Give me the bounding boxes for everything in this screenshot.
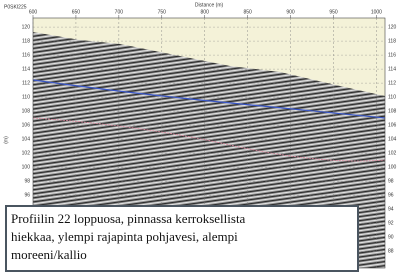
x-tick-label: 950: [329, 9, 338, 15]
y-tick-label-right: 112: [388, 80, 396, 86]
x-tick-label: 750: [158, 9, 167, 15]
y-tick-label-right: 100: [388, 164, 397, 170]
y-tick-label-right: 114: [388, 66, 396, 72]
x-tick-label: 1000: [371, 9, 382, 15]
groundwater-reflector: [32, 79, 386, 119]
till-bedrock-reflector: [32, 117, 386, 162]
y-tick-label-right: 90: [388, 235, 394, 241]
x-tick-label: 900: [286, 9, 295, 15]
y-tick-label: 106: [22, 122, 31, 128]
caption-line: Profiilin 22 loppuosa, pinnassa kerrokse…: [11, 211, 246, 226]
x-tick-label: 600: [29, 9, 38, 15]
y-tick-label: 108: [22, 108, 31, 114]
y-tick-label: 112: [22, 80, 30, 86]
y-tick-label-right: 102: [388, 150, 397, 156]
y-tick-label: 110: [22, 94, 30, 100]
x-tick-label: 700: [115, 9, 124, 15]
y-tick-label-right: 116: [388, 52, 396, 58]
y-tick-label-right: 110: [388, 94, 396, 100]
y-tick-label: 100: [22, 164, 31, 170]
x-tick-label: 800: [201, 9, 210, 15]
air-region: [33, 18, 385, 96]
y-tick-label-right: 120: [388, 24, 397, 30]
y-tick-label-right: 98: [388, 178, 394, 184]
caption-line: moreeni/kallio: [11, 247, 87, 262]
y-tick-label-right: 88: [388, 249, 394, 255]
x-axis-label: Distance (m): [195, 2, 224, 8]
y-axis-label: (m): [3, 136, 9, 144]
y-tick-label-right: 96: [388, 192, 394, 198]
x-tick-label: 850: [243, 9, 252, 15]
caption-line: hiekkaa, ylempi rajapinta pohjavesi, ale…: [11, 229, 238, 244]
y-tick-label-right: 92: [388, 221, 394, 227]
y-tick-label: 114: [22, 66, 30, 72]
y-tick-label-right: 108: [388, 108, 397, 114]
y-tick-label-right: 106: [388, 122, 397, 128]
y-tick-label: 102: [22, 150, 31, 156]
caption: Profiilin 22 loppuosa, pinnassa kerrokse…: [5, 205, 359, 272]
y-tick-label-right: 118: [388, 38, 396, 44]
y-tick-label: 120: [22, 24, 31, 30]
y-tick-label: 116: [22, 52, 30, 58]
y-tick-label-right: 94: [388, 207, 394, 213]
y-tick-label: 104: [22, 136, 31, 142]
y-tick-label: 96: [24, 192, 30, 198]
y-tick-label-right: 104: [388, 136, 397, 142]
y-tick-label: 118: [22, 38, 30, 44]
y-tick-label: 98: [24, 178, 30, 184]
profile-id: P0SKI225: [4, 4, 27, 10]
x-tick-label: 650: [72, 9, 81, 15]
